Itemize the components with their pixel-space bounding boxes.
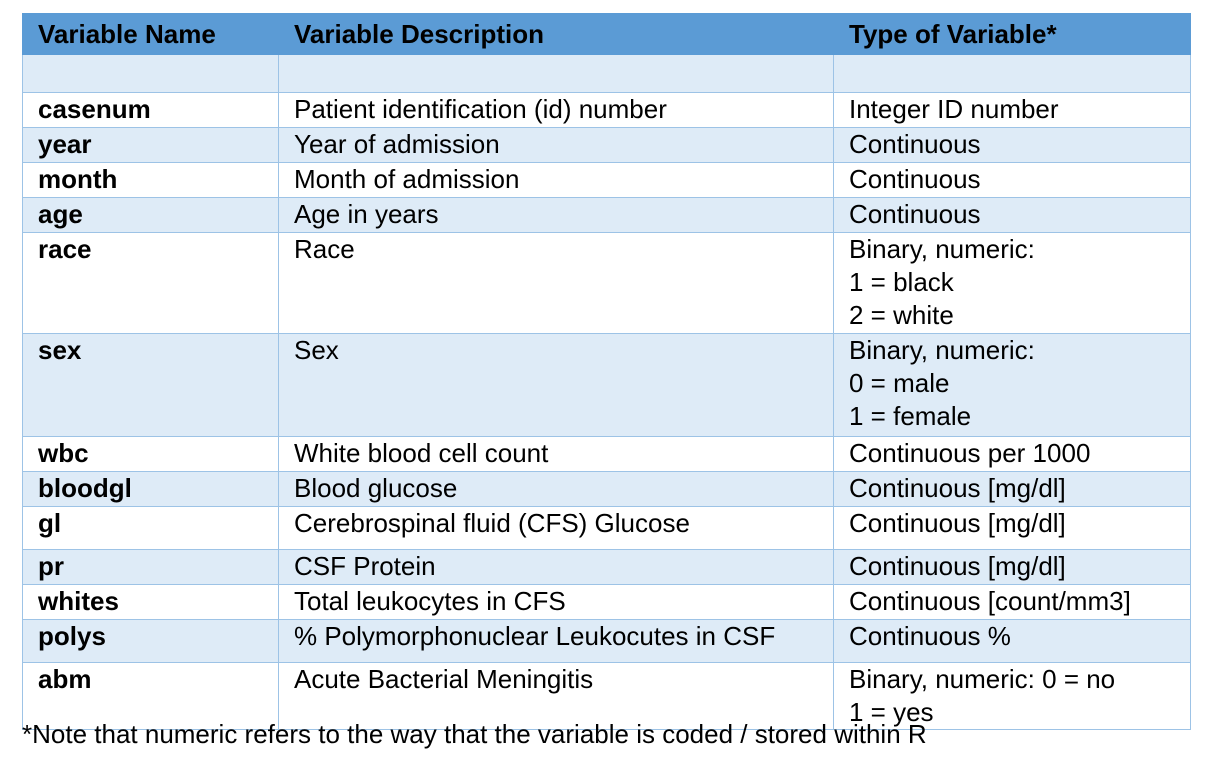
variable-type-line: 1 = yes <box>849 697 934 727</box>
header-type-of-variable: Type of Variable* <box>833 13 1191 55</box>
variable-name-cell: age <box>22 197 279 233</box>
variable-type-cell: Continuous % <box>833 619 1191 663</box>
table-row: bloodgl Blood glucose Continuous [mg/dl] <box>22 471 1191 507</box>
variable-description-cell: Year of admission <box>278 127 834 163</box>
variable-type-line: Integer ID number <box>849 94 1059 124</box>
variable-type-cell: Continuous <box>833 127 1191 163</box>
variable-name-cell: pr <box>22 549 279 585</box>
variable-table: Variable Name Variable Description Type … <box>22 13 1191 730</box>
variable-type-cell: Binary, numeric: 0 = male 1 = female <box>833 333 1191 437</box>
variable-type-line: 1 = female <box>849 401 972 431</box>
variable-type-cell: Continuous <box>833 197 1191 233</box>
variable-description-cell: Acute Bacterial Meningitis <box>278 662 834 730</box>
empty-cell <box>278 54 834 93</box>
variable-type-line: Continuous [mg/dl] <box>849 508 1066 538</box>
variable-name-cell: polys <box>22 619 279 663</box>
variable-type-cell: Continuous [mg/dl] <box>833 549 1191 585</box>
variable-type-line: Continuous [mg/dl] <box>849 473 1066 503</box>
empty-cell <box>22 54 279 93</box>
table-row: month Month of admission Continuous <box>22 162 1191 198</box>
variable-type-line: Continuous <box>849 199 981 229</box>
variable-name-cell: race <box>22 232 279 334</box>
variable-name-cell: abm <box>22 662 279 730</box>
table-row: whites Total leukocytes in CFS Continuous … <box>22 584 1191 620</box>
table-row: year Year of admission Continuous <box>22 127 1191 163</box>
variable-type-line: Binary, numeric: <box>849 234 1035 264</box>
variable-type-line: Continuous <box>849 164 981 194</box>
variable-type-line: 2 = white <box>849 300 954 330</box>
variable-description-cell: Patient identification (id) number <box>278 92 834 128</box>
table-row: gl Cerebrospinal fluid (CFS) Glucose Conti… <box>22 506 1191 550</box>
variable-type-line: Binary, numeric: 0 = no <box>849 664 1116 694</box>
variable-type-line: 1 = black <box>849 267 954 297</box>
variable-description-cell: Cerebrospinal fluid (CFS) Glucose <box>278 506 834 550</box>
variable-name-cell: gl <box>22 506 279 550</box>
variable-type-line: 0 = male <box>849 368 950 398</box>
variable-type-cell: Continuous [count/mm3] <box>833 584 1191 620</box>
table-row: polys% Polymorphonuclear Leukocutes in C… <box>22 619 1191 663</box>
variable-type-cell: Integer ID number <box>833 92 1191 128</box>
variable-name-cell: whites <box>22 584 279 620</box>
variable-type-line: Continuous <box>849 129 981 159</box>
variable-type-line: Continuous [mg/dl] <box>849 551 1066 581</box>
variable-description-cell: Age in years <box>278 197 834 233</box>
variable-name-cell: month <box>22 162 279 198</box>
table-row: wbc White blood cell count Continuous per … <box>22 436 1191 472</box>
variable-name-cell: sex <box>22 333 279 437</box>
header-variable-name: Variable Name <box>22 13 279 55</box>
variable-type-cell: Continuous [mg/dl] <box>833 471 1191 507</box>
variable-description-cell: % Polymorphonuclear Leukocutes in CSF <box>278 619 834 663</box>
variable-table-container: Variable Name Variable Description Type … <box>22 13 1191 730</box>
variable-type-line: Continuous [count/mm3] <box>849 586 1131 616</box>
header-variable-description: Variable Description <box>278 13 834 55</box>
variable-name-cell: year <box>22 127 279 163</box>
variable-description-cell: CSF Protein <box>278 549 834 585</box>
table-row: sex Sex Binary, numeric: 0 = male 1 = female <box>22 333 1191 437</box>
variable-name-cell: wbc <box>22 436 279 472</box>
variable-name-cell: bloodgl <box>22 471 279 507</box>
variable-name-cell: casenum <box>22 92 279 128</box>
footnote: *Note that numeric refers to the way tha… <box>22 719 927 749</box>
table-row: abm Acute Bacterial Meningitis Binary, num… <box>22 662 1191 730</box>
variable-type-line: Continuous % <box>849 621 1011 651</box>
variable-type-cell: Continuous [mg/dl] <box>833 506 1191 550</box>
variable-type-line: Continuous per 1000 <box>849 438 1091 468</box>
variable-description-cell: Sex <box>278 333 834 437</box>
variable-description-cell: Race <box>278 232 834 334</box>
table-row: age Age in years Continuous <box>22 197 1191 233</box>
table-row: casenum Patient identification (id) numbe… <box>22 92 1191 128</box>
table-header-row: Variable Name Variable Description Type … <box>22 13 1191 55</box>
variable-type-cell: Continuous <box>833 162 1191 198</box>
table-row: pr CSF Protein Continuous [mg/dl] <box>22 549 1191 585</box>
variable-type-line: Binary, numeric: <box>849 335 1035 365</box>
variable-type-cell: Continuous per 1000 <box>833 436 1191 472</box>
table-row: race Race Binary, numeric: 1 = black 2 = whi… <box>22 232 1191 334</box>
variable-description-cell: White blood cell count <box>278 436 834 472</box>
empty-row <box>22 54 1191 93</box>
variable-type-cell: Binary, numeric: 1 = black 2 = white <box>833 232 1191 334</box>
variable-type-cell: Binary, numeric: 0 = no 1 = yes <box>833 662 1191 730</box>
empty-cell <box>833 54 1191 93</box>
variable-description-cell: Month of admission <box>278 162 834 198</box>
variable-description-cell: Blood glucose <box>278 471 834 507</box>
variable-description-cell: Total leukocytes in CFS <box>278 584 834 620</box>
